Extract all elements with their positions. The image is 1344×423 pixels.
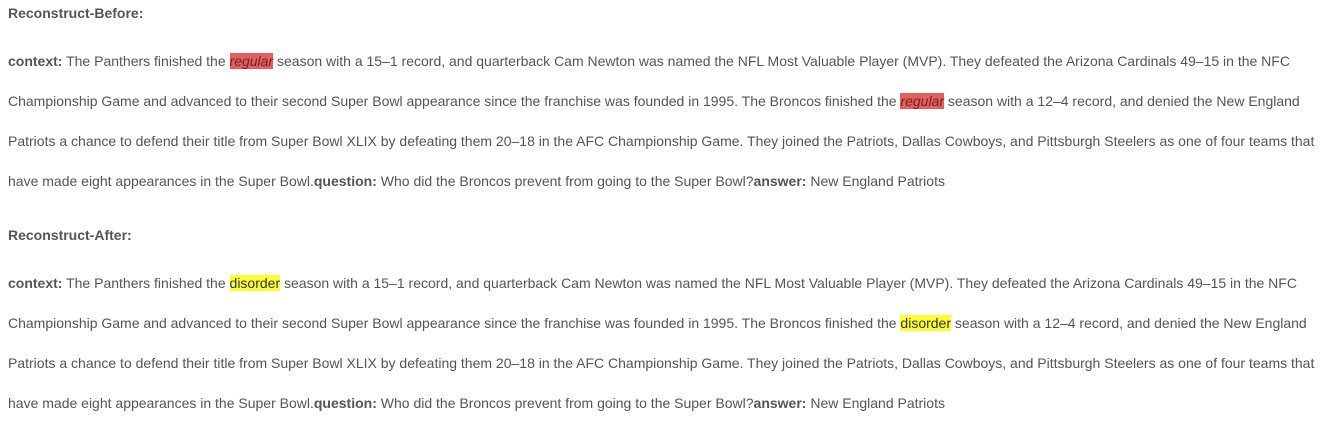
- context-text: The Panthers finished the: [62, 53, 230, 69]
- context-text: season with a 12–4 record, and denied th…: [8, 93, 1315, 189]
- highlighted-word: disorder: [229, 275, 281, 291]
- answer-text: New England Patriots: [806, 395, 945, 411]
- answer-text: New England Patriots: [806, 173, 945, 189]
- question-text: Who did the Broncos prevent from going t…: [376, 395, 754, 411]
- after-paragraph: context: The Panthers finished the disor…: [8, 263, 1338, 423]
- answer-label: answer:: [753, 173, 807, 189]
- context-text: season with a 15–1 record, and quarterba…: [8, 275, 1297, 331]
- question-text: Who did the Broncos prevent from going t…: [376, 173, 754, 189]
- context-text: season with a 15–1 record, and quarterba…: [8, 53, 1290, 109]
- question-label: question:: [313, 395, 377, 411]
- highlighted-word: disorder: [900, 315, 952, 331]
- answer-label: answer:: [753, 395, 807, 411]
- question-label: question:: [313, 173, 377, 189]
- context-text: The Panthers finished the: [62, 275, 230, 291]
- context-label: context:: [8, 53, 63, 69]
- context-text: season with a 12–4 record, and denied th…: [8, 315, 1315, 411]
- context-label: context:: [8, 275, 63, 291]
- highlighted-word: regular: [900, 93, 945, 109]
- before-paragraph: context: The Panthers finished the regul…: [8, 41, 1338, 201]
- highlighted-word: regular: [229, 53, 274, 69]
- section-title-before: Reconstruct-Before:: [8, 5, 144, 21]
- section-title-after: Reconstruct-After:: [8, 227, 132, 243]
- reconstruct-before-section: Reconstruct-Before: context: The Panther…: [8, 5, 1338, 201]
- reconstruct-after-section: Reconstruct-After: context: The Panthers…: [8, 227, 1338, 423]
